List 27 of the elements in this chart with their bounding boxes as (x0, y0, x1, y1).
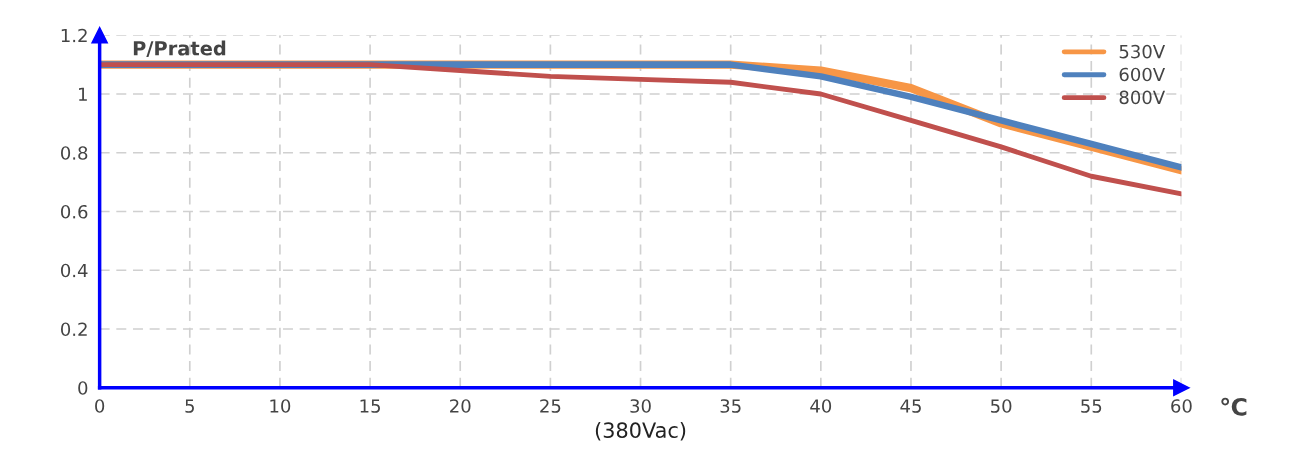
x-tick-label: 5 (185, 399, 194, 413)
x-tick-label: 55 (1081, 399, 1102, 413)
x-tick-label: 30 (630, 399, 651, 413)
y-tick-label: 0.4 (61, 263, 88, 278)
x-tick-label: 0 (95, 399, 105, 413)
y-tick-label: 1 (79, 87, 87, 101)
x-tick-label: 35 (720, 399, 741, 413)
text: ℃ (1221, 397, 1247, 416)
x-tick-label: 10 (270, 399, 291, 413)
x-axis-title: (380Vac) (595, 421, 686, 441)
x-tick-label: 15 (360, 399, 380, 413)
y-axis-title: P/Prated (133, 40, 226, 58)
y-tick-label: 1.2 (61, 28, 87, 43)
x-tick-label: 50 (991, 399, 1012, 413)
legend-label: 530V (1119, 44, 1166, 59)
x-tick-label: 60 (1171, 399, 1192, 413)
x-tick-label: 20 (450, 399, 471, 413)
legend-label: 600V (1119, 67, 1166, 82)
line-series (99, 62, 1182, 197)
x-tick-label: 40 (810, 399, 832, 413)
y-tick-label: 0.8 (61, 146, 88, 160)
y-tick-label: 0.2 (61, 322, 87, 337)
y-tick-label: 0.6 (61, 204, 88, 219)
legend-label: 800V (1119, 90, 1166, 105)
x-tick-label: 45 (900, 399, 921, 413)
x-tick-label: 25 (540, 399, 561, 413)
y-tick-label: 0 (78, 381, 88, 395)
